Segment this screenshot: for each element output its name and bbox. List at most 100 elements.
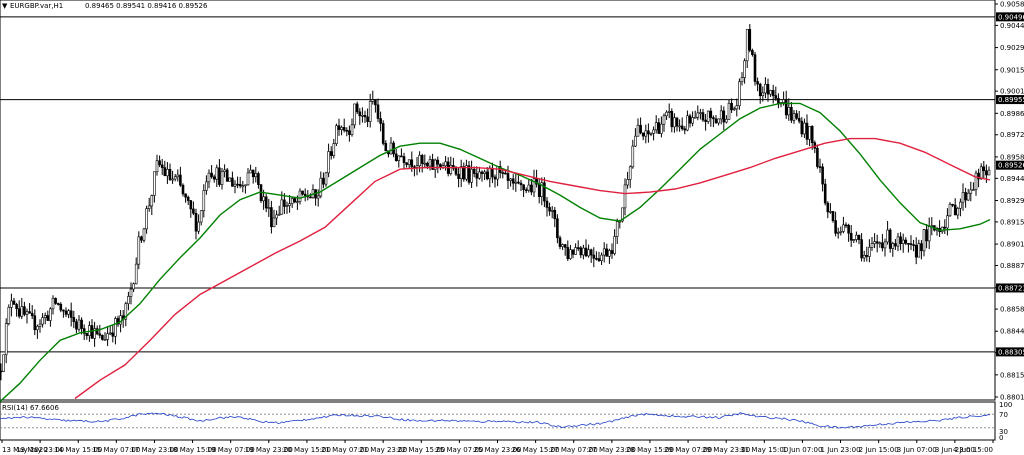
candle-body	[714, 118, 718, 124]
candle-body	[556, 218, 559, 239]
candle-body	[116, 318, 120, 325]
candle-body	[810, 126, 814, 143]
time-tick-label: 25 May 23:00	[473, 446, 521, 454]
candle-body	[722, 110, 726, 123]
candle-body	[511, 178, 515, 184]
candle-body	[290, 198, 294, 204]
candle-body	[184, 193, 187, 198]
candle-body	[160, 164, 164, 168]
candle-body	[389, 142, 393, 155]
price-tick-label: 0.89155	[1000, 218, 1024, 226]
candle-body	[153, 171, 156, 196]
candle-body	[524, 189, 528, 192]
candle-body	[197, 221, 200, 232]
time-tick-label: 28 May 15:00	[626, 446, 674, 454]
candle-body	[355, 103, 359, 113]
candle-body	[475, 173, 479, 179]
candle-body	[987, 169, 991, 176]
candle-body	[899, 236, 902, 244]
candle-body	[717, 118, 720, 124]
candle-body	[800, 120, 804, 135]
candle-body	[732, 108, 736, 111]
candle-body	[249, 169, 252, 174]
candle-body	[727, 102, 731, 120]
candle-body	[740, 77, 744, 83]
candle-body	[145, 208, 148, 230]
candle-body	[959, 201, 962, 209]
candle-body	[296, 201, 299, 203]
candle-body	[30, 312, 34, 317]
candle-body	[329, 151, 333, 156]
candle-body	[324, 172, 328, 185]
candle-body	[712, 117, 715, 120]
candle-body	[41, 317, 44, 325]
candle-body	[77, 319, 81, 330]
candle-body	[223, 169, 226, 172]
candle-body	[706, 110, 710, 122]
candle-body	[465, 165, 468, 180]
candle-body	[173, 176, 177, 180]
candle-body	[621, 207, 624, 222]
candle-body	[449, 165, 453, 174]
candle-body	[855, 234, 858, 240]
candle-body	[251, 169, 255, 178]
candle-body	[657, 122, 661, 134]
candle-body	[33, 315, 37, 331]
candle-body	[439, 163, 442, 168]
rsi-plot-area[interactable]	[0, 401, 996, 441]
ohlc-readout: 0.89465 0.89541 0.89416 0.89526	[85, 2, 208, 10]
candle-body	[883, 241, 887, 249]
candle-body	[709, 110, 713, 118]
candle-body	[738, 81, 741, 107]
candle-body	[179, 174, 182, 186]
candle-body	[288, 203, 291, 206]
candle-body	[199, 210, 203, 223]
candle-body	[501, 172, 505, 174]
candle-body	[231, 177, 234, 187]
candle-body	[769, 90, 772, 95]
candle-body	[106, 333, 109, 340]
candle-body	[550, 209, 554, 212]
candle-body	[220, 171, 224, 185]
candle-body	[254, 173, 258, 178]
candle-body	[108, 332, 112, 335]
candle-body	[428, 159, 432, 167]
candle-body	[576, 247, 580, 249]
candle-body	[194, 212, 198, 232]
time-tick-label: 22 May 15:00	[397, 446, 445, 454]
candle-body	[17, 308, 21, 317]
time-tick-label: 1 Jun 07:00	[782, 446, 822, 454]
candle-body	[857, 234, 861, 240]
candle-body	[608, 250, 611, 257]
candle-body	[948, 203, 952, 217]
candle-body	[839, 231, 843, 233]
candle-body	[966, 192, 970, 201]
candle-body	[787, 107, 791, 116]
candle-body	[433, 159, 437, 170]
candle-body	[665, 111, 668, 117]
candle-body	[888, 229, 892, 249]
price-tick-label: 0.88585	[1000, 306, 1024, 314]
candle-body	[267, 207, 271, 209]
horizontal-level-label: 0.90496	[998, 13, 1024, 21]
candle-body	[397, 155, 401, 162]
candle-body	[493, 176, 497, 180]
candle-body	[10, 300, 13, 308]
candle-body	[927, 226, 931, 242]
candle-body	[922, 229, 926, 252]
candle-body	[631, 145, 635, 168]
price-tick-label: 0.89725	[1000, 131, 1024, 139]
time-tick-label: 2 Jun 15:00	[859, 446, 899, 454]
candle-body	[808, 126, 811, 140]
candle-body	[51, 297, 55, 310]
candle-body	[519, 182, 523, 186]
candle-body	[303, 193, 307, 196]
time-tick-label: 13 May 2020	[2, 446, 48, 454]
candle-body	[480, 171, 484, 174]
candle-body	[327, 151, 330, 174]
menu-arrow-icon[interactable]: ▼	[2, 2, 8, 10]
candle-body	[662, 115, 666, 125]
